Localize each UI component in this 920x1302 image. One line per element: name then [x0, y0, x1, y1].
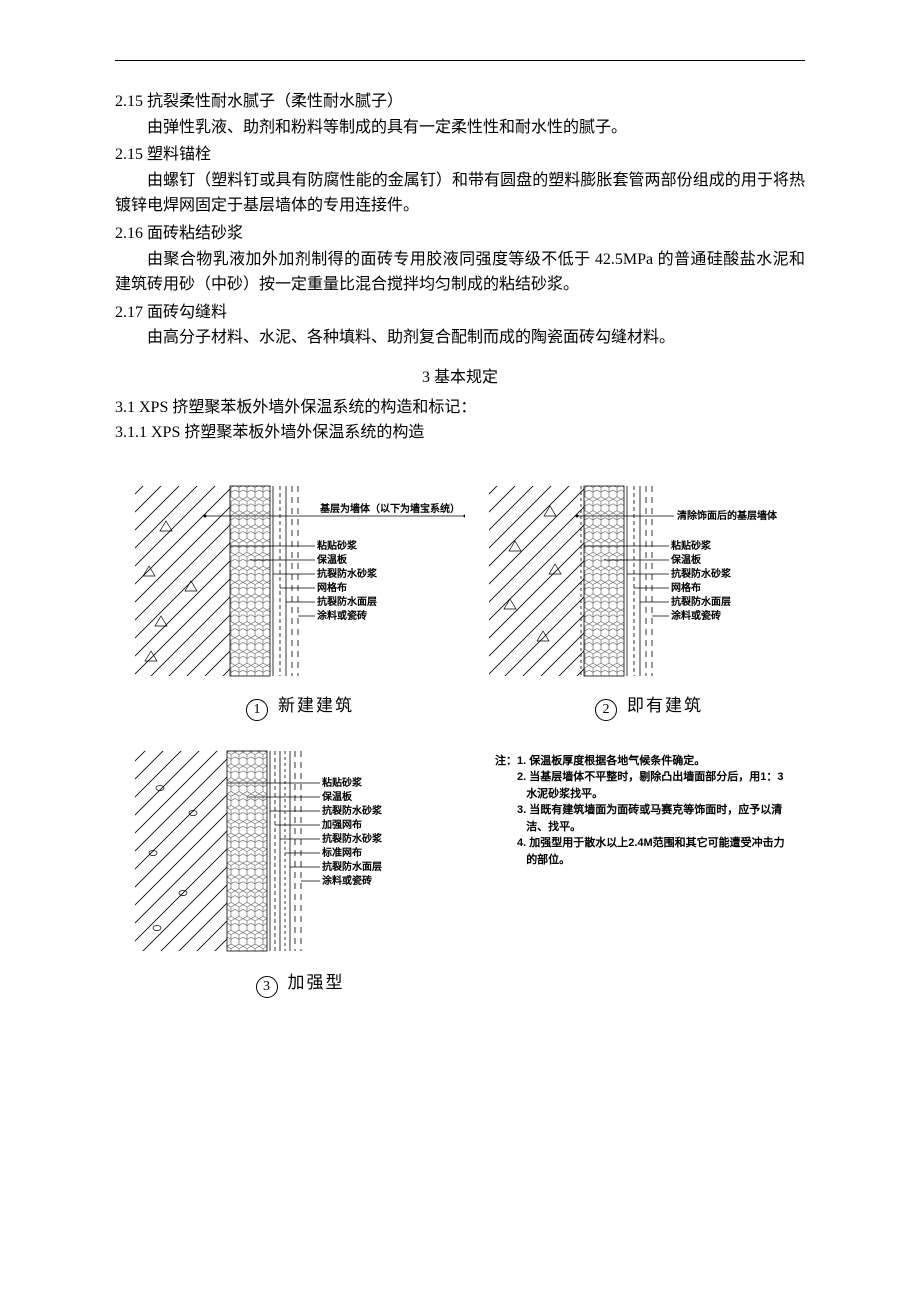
label: 保温板: [316, 553, 348, 566]
label: 网格布: [671, 581, 701, 594]
diagram-1-labels: 粘贴砂浆 保温板 抗裂防水砂浆 网格布 抗裂防水面层 涂料或瓷砖: [316, 539, 378, 622]
diagram-3-caption: 3 加强型: [135, 969, 465, 998]
diagram-row-1: 基层为墙体（以下为墙宝系统） 粘贴砂浆 保温板 抗裂防水砂浆: [135, 476, 805, 721]
section-2-16-body: 由聚合物乳液加外加剂制得的面砖专用胶液同强度等级不低于 42.5MPa 的普通硅…: [115, 247, 805, 298]
label: 抗裂防水面层: [322, 860, 382, 873]
diagram-2-labels: 粘贴砂浆 保温板 抗裂防水砂浆 网格布 抗裂防水面层 涂料或瓷砖: [670, 539, 732, 622]
diagram-1-title-label: 基层为墙体（以下为墙宝系统）: [319, 502, 460, 515]
diagram-1: 基层为墙体（以下为墙宝系统） 粘贴砂浆 保温板 抗裂防水砂浆: [135, 476, 465, 721]
label: 抗裂防水砂浆: [322, 832, 383, 845]
diagram-2-title-label: 清除饰面后的基层墙体: [677, 509, 778, 522]
section-2-15a-title: 2.15 抗裂柔性耐水腻子（柔性耐水腻子）: [115, 89, 805, 115]
section-2-15b-title: 2.15 塑料锚栓: [115, 142, 805, 168]
diagram-1-svg: 基层为墙体（以下为墙宝系统） 粘贴砂浆 保温板 抗裂防水砂浆: [135, 476, 465, 686]
label: 标准网布: [321, 846, 362, 859]
section-2-15b-body: 由螺钉（塑料钉或具有防腐性能的金属钉）和带有圆盘的塑料膨胀套管两部份组成的用于将…: [115, 168, 805, 219]
diagram-2-svg: 清除饰面后的基层墙体 粘贴砂浆 保温板 抗裂防水砂浆 网格布: [489, 476, 809, 686]
diagram-row-2: 粘贴砂浆 保温板 抗裂防水砂浆 加强网布 抗裂防水砂浆 标准网布 抗裂防水面层 …: [135, 743, 805, 998]
note-3a: 3. 当既有建筑墙面为面砖或马赛克等饰面时，应予以清: [517, 802, 805, 819]
page: 2.15 抗裂柔性耐水腻子（柔性耐水腻子） 由弹性乳液、助剂和粉料等制成的具有一…: [0, 0, 920, 1038]
label: 涂料或瓷砖: [317, 609, 367, 622]
label: 网格布: [317, 581, 347, 594]
label: 涂料或瓷砖: [671, 609, 721, 622]
label: 粘贴砂浆: [671, 539, 712, 552]
label: 粘贴砂浆: [317, 539, 358, 552]
section-2-15a-body: 由弹性乳液、助剂和粉料等制成的具有一定柔性性和耐水性的腻子。: [115, 115, 805, 141]
caption-text: 加强型: [288, 973, 345, 992]
note-2b: 水泥砂浆找平。: [526, 786, 805, 803]
circled-2-icon: 2: [595, 699, 617, 721]
diagram-2: 清除饰面后的基层墙体 粘贴砂浆 保温板 抗裂防水砂浆 网格布: [489, 476, 809, 721]
label: 抗裂防水砂浆: [671, 567, 732, 580]
label: 抗裂防水面层: [671, 595, 731, 608]
notes-lead: 注：: [495, 753, 517, 770]
circled-3-icon: 3: [256, 976, 278, 998]
section-2-16-title: 2.16 面砖粘结砂浆: [115, 221, 805, 247]
diagram-area: 基层为墙体（以下为墙宝系统） 粘贴砂浆 保温板 抗裂防水砂浆: [115, 476, 805, 998]
label: 抗裂防水面层: [317, 595, 377, 608]
diagram-3-svg: 粘贴砂浆 保温板 抗裂防水砂浆 加强网布 抗裂防水砂浆 标准网布 抗裂防水面层 …: [135, 743, 465, 963]
note-3b: 洁、找平。: [526, 819, 805, 836]
chapter-3-title: 3 基本规定: [115, 365, 805, 391]
diagram-3: 粘贴砂浆 保温板 抗裂防水砂浆 加强网布 抗裂防水砂浆 标准网布 抗裂防水面层 …: [135, 743, 465, 998]
section-3-1-1: 3.1.1 XPS 挤塑聚苯板外墙外保温系统的构造: [115, 420, 805, 446]
caption-text: 即有建筑: [627, 696, 703, 715]
label: 保温板: [321, 790, 353, 803]
label: 保温板: [670, 553, 702, 566]
label: 抗裂防水砂浆: [322, 804, 383, 817]
section-3-1: 3.1 XPS 挤塑聚苯板外墙外保温系统的构造和标记：: [115, 395, 805, 421]
top-rule: [115, 60, 805, 61]
diagram-1-caption: 1 新建建筑: [135, 692, 465, 721]
label: 抗裂防水砂浆: [317, 567, 378, 580]
diagram-3-labels: 粘贴砂浆 保温板 抗裂防水砂浆 加强网布 抗裂防水砂浆 标准网布 抗裂防水面层 …: [321, 776, 383, 887]
label: 加强网布: [321, 818, 362, 831]
note-2a: 2. 当基层墙体不平整时，剔除凸出墙面部分后，用1：3: [517, 769, 805, 786]
circled-1-icon: 1: [246, 699, 268, 721]
label: 粘贴砂浆: [322, 776, 363, 789]
note-4a: 4. 加强型用于散水以上2.4M范围和其它可能遭受冲击力: [517, 835, 805, 852]
diagram-2-caption: 2 即有建筑: [489, 692, 809, 721]
section-2-17-title: 2.17 面砖勾缝料: [115, 300, 805, 326]
diagram-notes: 注：1. 保温板厚度根据各地气候条件确定。 注：2. 当基层墙体不平整时，剔除凸…: [489, 743, 805, 998]
note-4b: 的部位。: [526, 852, 805, 869]
label: 涂料或瓷砖: [322, 874, 372, 887]
caption-text: 新建建筑: [278, 696, 354, 715]
note-1: 1. 保温板厚度根据各地气候条件确定。: [517, 753, 805, 770]
section-2-17-body: 由高分子材料、水泥、各种填料、助剂复合配制而成的陶瓷面砖勾缝材料。: [115, 325, 805, 351]
